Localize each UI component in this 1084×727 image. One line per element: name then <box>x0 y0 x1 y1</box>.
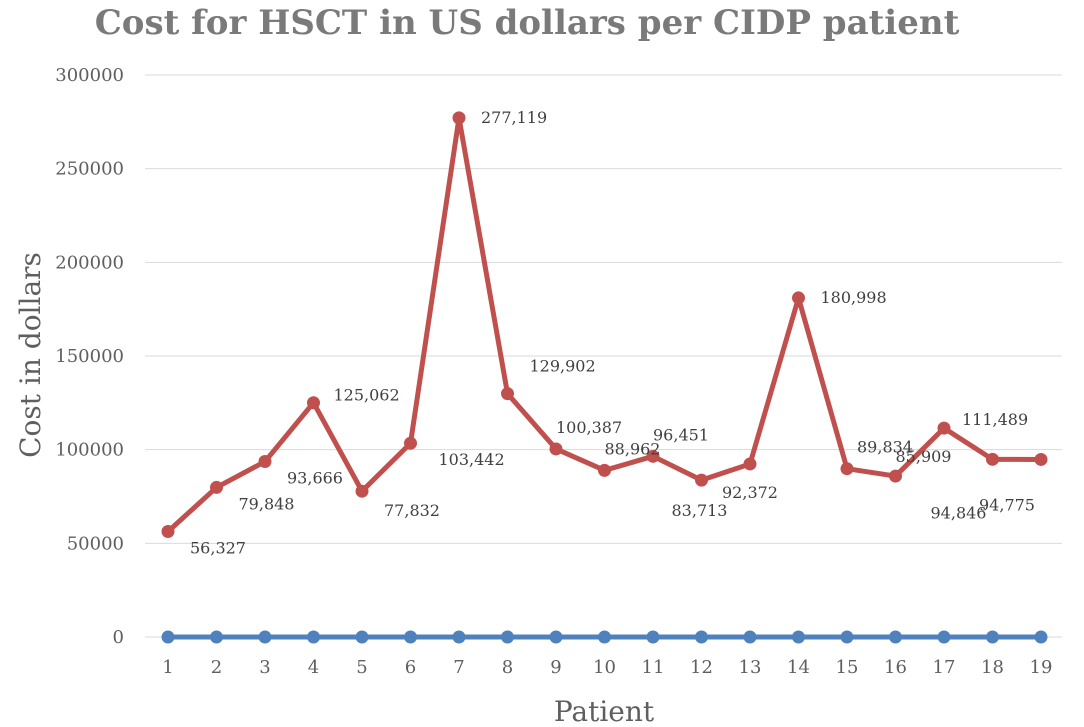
data-point <box>1034 630 1048 644</box>
data-point <box>161 524 175 538</box>
gridlines <box>145 74 1062 638</box>
data-point <box>937 630 951 644</box>
data-label: 92,372 <box>722 483 778 502</box>
y-axis-title: Cost in dollars <box>14 252 47 458</box>
y-tick-label: 150000 <box>55 346 124 367</box>
data-point <box>695 473 708 487</box>
data-point <box>792 630 805 644</box>
data-point <box>646 449 660 463</box>
y-axis-ticks: 0 50000 100000 150000 200000 250000 300000 <box>55 65 124 648</box>
data-point <box>355 630 369 644</box>
data-point <box>210 630 223 644</box>
data-label: 129,902 <box>530 357 596 376</box>
x-tick-label: 11 <box>642 657 665 678</box>
data-point <box>889 469 902 483</box>
data-point <box>404 436 417 450</box>
data-label: 79,848 <box>239 494 295 513</box>
data-label: 83,713 <box>672 501 728 520</box>
data-point <box>598 463 611 477</box>
x-tick-label: 3 <box>259 657 270 678</box>
data-label: 56,327 <box>190 538 246 557</box>
data-point <box>986 630 999 644</box>
x-tick-label: 5 <box>356 657 367 678</box>
x-tick-label: 18 <box>981 657 1004 678</box>
data-label: 180,998 <box>821 288 887 307</box>
data-point <box>161 630 175 644</box>
y-tick-label: 250000 <box>55 159 124 180</box>
data-point <box>210 480 223 494</box>
data-label: 77,832 <box>384 501 440 520</box>
data-point <box>937 421 951 435</box>
data-point <box>646 630 660 644</box>
data-point <box>889 630 902 644</box>
data-point <box>307 630 320 644</box>
x-tick-label: 13 <box>739 657 762 678</box>
data-label: 277,119 <box>481 108 547 127</box>
x-tick-label: 7 <box>453 657 464 678</box>
data-point <box>598 630 611 644</box>
x-tick-label: 19 <box>1030 657 1053 678</box>
data-label: 125,062 <box>334 386 400 405</box>
y-tick-label: 50000 <box>67 533 124 554</box>
data-label: 89,834 <box>857 438 913 457</box>
data-point <box>307 396 320 410</box>
x-tick-label: 16 <box>884 657 907 678</box>
data-label: 94,846 <box>931 503 987 522</box>
data-point <box>549 630 563 644</box>
data-label: 85,909 <box>896 447 952 466</box>
x-tick-label: 15 <box>836 657 859 678</box>
x-tick-label: 4 <box>308 657 319 678</box>
x-tick-label: 17 <box>933 657 956 678</box>
x-tick-label: 6 <box>405 657 416 678</box>
data-point <box>501 387 514 401</box>
data-point <box>549 442 563 456</box>
data-label: 103,442 <box>439 450 505 469</box>
y-tick-label: 200000 <box>55 252 124 273</box>
data-point <box>792 291 805 305</box>
series-layer <box>161 111 1048 644</box>
data-point <box>501 630 514 644</box>
x-tick-label: 1 <box>162 657 173 678</box>
data-point <box>452 630 466 644</box>
data-point <box>404 630 417 644</box>
data-point <box>258 630 272 644</box>
data-point <box>1034 452 1048 466</box>
x-axis-ticks: 1 2 3 4 5 6 7 8 9 10 11 12 13 14 15 16 17 18 19 <box>162 657 1052 678</box>
x-tick-label: 2 <box>211 657 222 678</box>
data-point <box>986 452 999 466</box>
x-tick-label: 9 <box>550 657 561 678</box>
x-tick-label: 8 <box>502 657 513 678</box>
x-axis-title: Patient <box>554 695 655 727</box>
data-point <box>743 630 757 644</box>
x-tick-label: 12 <box>690 657 713 678</box>
data-point <box>695 630 708 644</box>
data-label: 88,962 <box>605 439 661 458</box>
x-tick-label: 10 <box>593 657 616 678</box>
data-label: 100,387 <box>556 418 622 437</box>
data-point <box>452 111 466 125</box>
data-labels: 56,327 79,848 93,666 125,062 77,832 103,442 27… <box>190 108 1035 558</box>
data-point <box>743 457 757 471</box>
data-point <box>355 484 369 498</box>
data-point <box>258 455 272 469</box>
data-label: 93,666 <box>287 469 343 488</box>
data-point <box>840 462 854 476</box>
data-point <box>840 630 854 644</box>
y-tick-label: 300000 <box>55 65 124 86</box>
y-tick-label: 0 <box>113 627 124 648</box>
data-label: 96,451 <box>653 425 709 444</box>
data-label: 94,775 <box>979 495 1035 514</box>
x-tick-label: 14 <box>787 657 810 678</box>
data-label: 111,489 <box>962 410 1028 429</box>
chart-title: Cost for HSCT in US dollars per CIDP pat… <box>95 3 960 43</box>
y-tick-label: 100000 <box>55 440 124 461</box>
